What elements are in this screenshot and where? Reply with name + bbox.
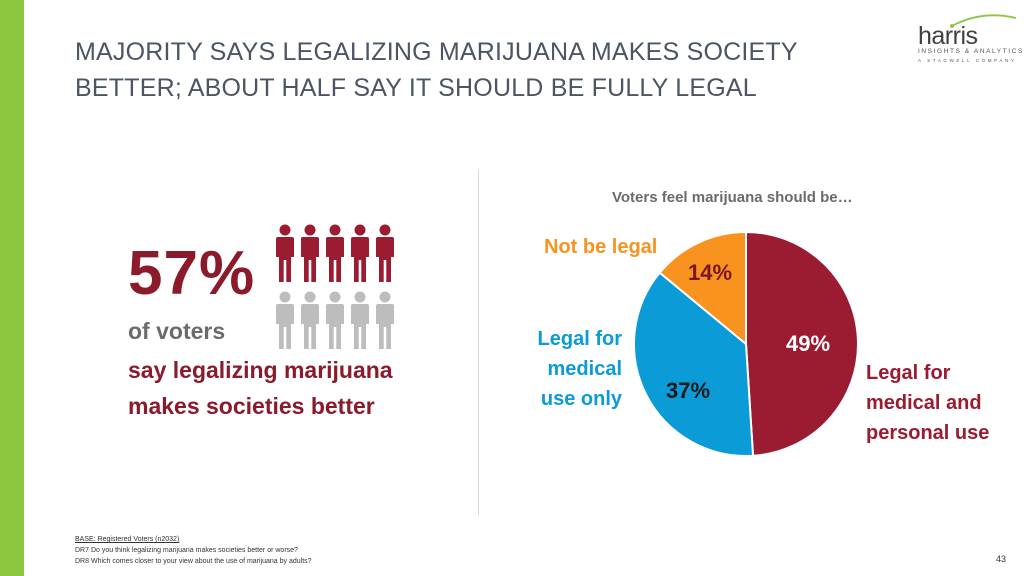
stat-description: say legalizing marijuana makes societies… (128, 352, 393, 424)
chart-title: Voters feel marijuana should be… (612, 189, 853, 206)
pie-label-not-legal: Not be legal (544, 232, 657, 262)
accent-bar (0, 0, 24, 576)
pie-label-medical-personal: Legal for medical and personal use (866, 358, 989, 448)
pie-slice-not-legal (658, 230, 747, 347)
pie-label-medical-only-line-3: use only (540, 388, 622, 410)
stat-value: 57% (128, 239, 256, 308)
person-gray-icon (326, 291, 344, 349)
logo-arc-icon (950, 14, 1017, 28)
pie-label-medical-personal-line-1: Legal for (866, 362, 951, 384)
stat-description-line-1: say legalizing marijuana (128, 357, 393, 383)
person-gray-icon (301, 291, 319, 349)
person-gray-icon (376, 291, 394, 349)
stat-description-line-2: makes societies better (128, 393, 375, 419)
page-number: 43 (996, 554, 1007, 564)
person-highlighted-icon (301, 224, 319, 282)
person-gray-icon (276, 291, 294, 349)
pie-slice-medical-only (633, 271, 755, 457)
stat-label: of voters (128, 318, 226, 344)
person-highlighted-icon (376, 224, 394, 282)
pie-label-medical-personal-line-2: medical and (866, 392, 982, 414)
person-highlighted-icon (276, 224, 294, 282)
pie-label-medical-only: Legal for medical use only (498, 324, 622, 414)
footer-question-1: DR7 Do you think legalizing marijuana ma… (75, 547, 298, 554)
pie-value-not-legal: 14% (688, 260, 733, 285)
pie-label-medical-only-line-2: medical (547, 358, 622, 380)
pie-slice-medical-personal (745, 230, 859, 457)
logo-parent: A STAGWELL COMPANY (918, 58, 1017, 63)
pie-value-medical-only: 37% (666, 378, 711, 403)
people-pictogram-icon (276, 224, 394, 349)
footer-base: BASE: Registered Voters (n2032) (75, 536, 180, 543)
logo-tagline: INSIGHTS & ANALYTICS (918, 48, 1024, 55)
logo-wordmark: harris (918, 22, 978, 50)
pie-value-medical-personal: 49% (786, 331, 831, 356)
title-line-1: MAJORITY SAYS LEGALIZING MARIJUANA MAKES… (75, 38, 798, 66)
pie-chart (633, 230, 859, 457)
footer-question-2: DR8 Which comes closer to your view abou… (75, 558, 312, 565)
pie-label-medical-only-line-1: Legal for (537, 328, 622, 350)
footer-notes: BASE: Registered Voters (n2032) DR7 Do y… (75, 534, 312, 567)
divider (478, 170, 479, 515)
pie-label-medical-personal-line-3: personal use (866, 422, 990, 444)
person-highlighted-icon (326, 224, 344, 282)
page-title: MAJORITY SAYS LEGALIZING MARIJUANA MAKES… (75, 34, 855, 106)
title-line-2: BETTER; ABOUT HALF SAY IT SHOULD BE FULL… (75, 74, 757, 102)
person-gray-icon (351, 291, 369, 349)
pie-label-not-legal-line-1: Not be legal (544, 236, 658, 258)
person-highlighted-icon (351, 224, 369, 282)
harris-logo: harris INSIGHTS & ANALYTICS A STAGWELL C… (912, 8, 1022, 68)
